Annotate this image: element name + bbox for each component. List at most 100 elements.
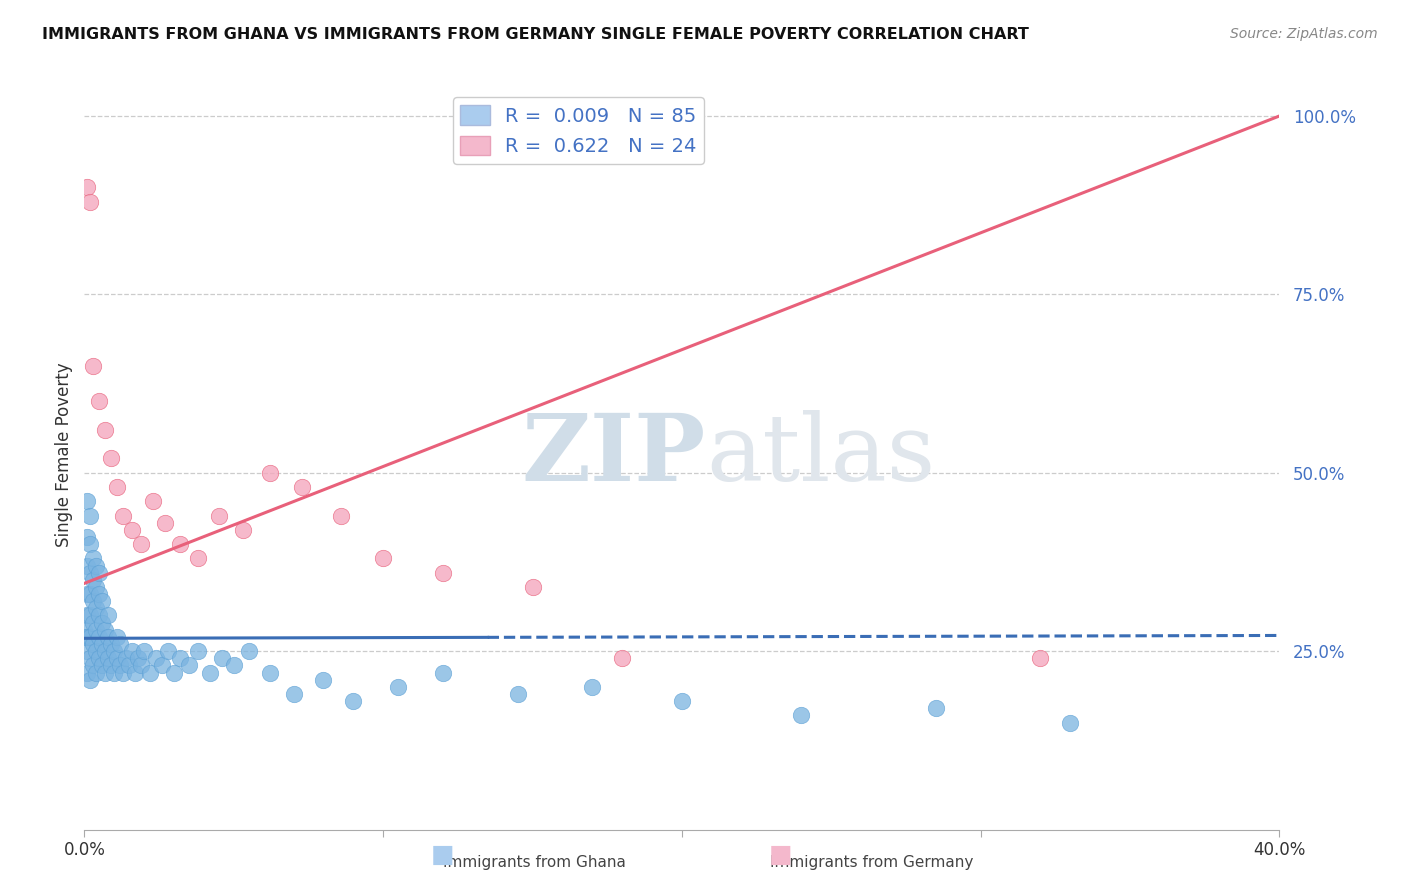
Point — [82, 637, 104, 651]
Point — [129, 658, 152, 673]
Point — [157, 644, 180, 658]
Point — [76, 558, 98, 573]
Point — [79, 194, 101, 209]
Point — [145, 651, 167, 665]
Point — [925, 701, 948, 715]
Point — [342, 694, 364, 708]
Point — [91, 637, 114, 651]
Point — [89, 394, 111, 409]
Point — [73, 623, 96, 637]
Point — [105, 630, 128, 644]
Point — [94, 623, 117, 637]
Point — [432, 566, 454, 580]
Point — [124, 665, 146, 680]
Point — [150, 658, 173, 673]
Point — [76, 630, 98, 644]
Point — [79, 537, 101, 551]
Y-axis label: Single Female Poverty: Single Female Poverty — [55, 363, 73, 547]
Point — [82, 359, 104, 373]
Point — [100, 637, 122, 651]
Point — [105, 480, 128, 494]
Point — [89, 651, 111, 665]
Point — [79, 566, 101, 580]
Point — [506, 687, 529, 701]
Point — [97, 608, 120, 623]
Point — [86, 665, 108, 680]
Point — [112, 508, 135, 523]
Point — [105, 651, 128, 665]
Point — [432, 665, 454, 680]
Point — [115, 651, 138, 665]
Point — [86, 558, 108, 573]
Point — [291, 480, 314, 494]
Text: ■: ■ — [769, 843, 792, 867]
Point — [187, 551, 209, 566]
Point — [169, 651, 191, 665]
Point — [79, 673, 101, 687]
Point — [94, 665, 117, 680]
Point — [112, 665, 135, 680]
Point — [103, 644, 125, 658]
Text: Immigrants from Germany: Immigrants from Germany — [770, 855, 973, 870]
Point — [86, 601, 108, 615]
Point — [110, 637, 132, 651]
Point — [208, 508, 231, 523]
Point — [91, 594, 114, 608]
Point — [76, 587, 98, 601]
Point — [222, 658, 245, 673]
Text: IMMIGRANTS FROM GHANA VS IMMIGRANTS FROM GERMANY SINGLE FEMALE POVERTY CORRELATI: IMMIGRANTS FROM GHANA VS IMMIGRANTS FROM… — [42, 27, 1029, 42]
Point — [387, 680, 409, 694]
Point — [790, 708, 813, 723]
Text: ■: ■ — [432, 843, 454, 867]
Point — [187, 644, 209, 658]
Point — [76, 530, 98, 544]
Point — [522, 580, 544, 594]
Point — [232, 523, 254, 537]
Point — [73, 630, 96, 644]
Point — [97, 630, 120, 644]
Point — [127, 651, 149, 665]
Point — [79, 630, 101, 644]
Point — [1029, 651, 1052, 665]
Point — [76, 644, 98, 658]
Point — [259, 466, 281, 480]
Point — [139, 665, 162, 680]
Point — [671, 694, 693, 708]
Point — [103, 665, 125, 680]
Point — [86, 580, 108, 594]
Point — [76, 180, 98, 194]
Point — [76, 608, 98, 623]
Point — [373, 551, 395, 566]
Point — [211, 651, 233, 665]
Point — [97, 651, 120, 665]
Point — [91, 658, 114, 673]
Point — [82, 615, 104, 630]
Point — [121, 644, 143, 658]
Point — [110, 658, 132, 673]
Text: atlas: atlas — [706, 410, 935, 500]
Point — [79, 508, 101, 523]
Point — [86, 644, 108, 658]
Point — [79, 587, 101, 601]
Point — [89, 587, 111, 601]
Point — [153, 516, 176, 530]
Text: Immigrants from Ghana: Immigrants from Ghana — [443, 855, 626, 870]
Point — [259, 665, 281, 680]
Point — [82, 658, 104, 673]
Point — [312, 673, 335, 687]
Point — [142, 494, 165, 508]
Point — [79, 651, 101, 665]
Point — [163, 665, 186, 680]
Legend: R =  0.009   N = 85, R =  0.622   N = 24: R = 0.009 N = 85, R = 0.622 N = 24 — [453, 97, 704, 164]
Point — [89, 608, 111, 623]
Point — [129, 537, 152, 551]
Point — [76, 494, 98, 508]
Point — [82, 573, 104, 587]
Point — [89, 630, 111, 644]
Point — [79, 608, 101, 623]
Point — [169, 537, 191, 551]
Point — [82, 551, 104, 566]
Point — [198, 665, 221, 680]
Point — [1059, 715, 1081, 730]
Point — [89, 566, 111, 580]
